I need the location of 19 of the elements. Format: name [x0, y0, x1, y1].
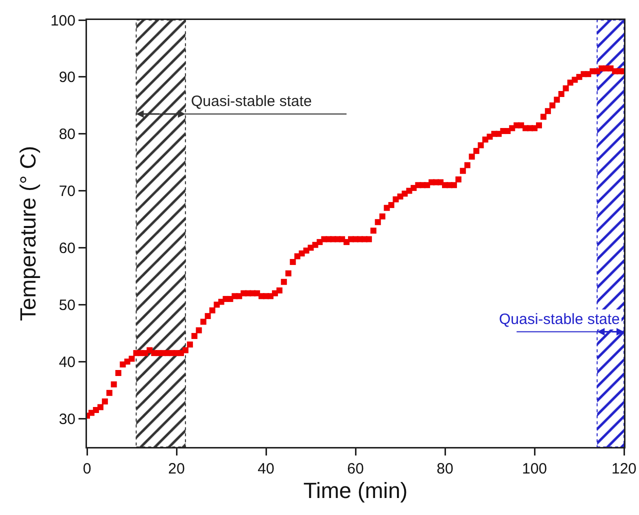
- x-tick-label: 0: [82, 460, 92, 478]
- y-tick-label: 90: [58, 69, 76, 86]
- annotation: Quasi-stable state: [499, 311, 620, 328]
- annotation: Quasi-stable state: [191, 93, 312, 110]
- x-tick-label: 40: [258, 460, 274, 478]
- y-tick-label: 80: [58, 126, 76, 144]
- y-tick-label: 60: [58, 240, 76, 257]
- y-tick-label: 40: [58, 354, 76, 371]
- y-axis-title: Temperature (° C): [16, 146, 41, 322]
- x-axis-title: Time (min): [303, 478, 408, 504]
- x-tick-label: 80: [436, 460, 454, 478]
- y-tick-label: 30: [58, 410, 76, 428]
- x-tick-label: 100: [522, 460, 548, 478]
- y-tick-label: 70: [58, 183, 76, 200]
- x-tick-label: 60: [347, 460, 364, 478]
- y-tick-label: 100: [50, 12, 76, 30]
- x-tick-label: 120: [611, 460, 637, 478]
- y-tick-label: 50: [58, 296, 76, 314]
- x-tick-label: 20: [168, 460, 185, 478]
